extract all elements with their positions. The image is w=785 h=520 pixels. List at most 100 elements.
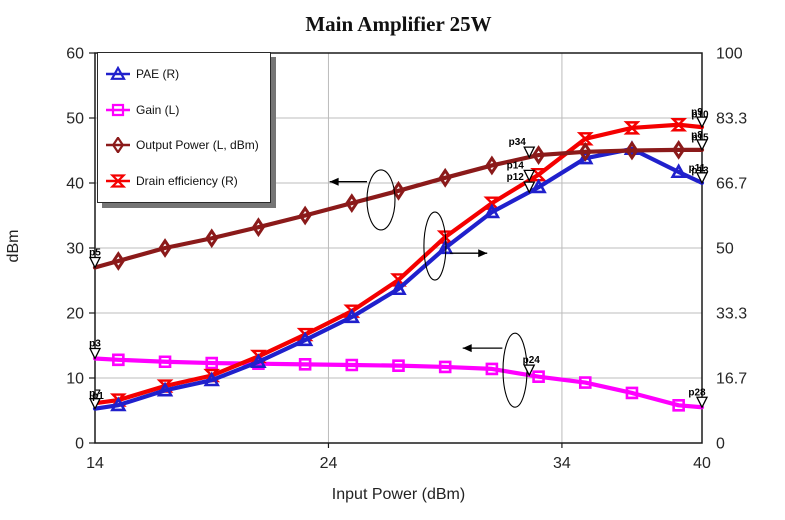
legend-item-drain_eff: Drain efficiency (R) (104, 164, 270, 198)
square-marker (672, 399, 685, 412)
square-marker (578, 376, 592, 389)
point-label-text: p14 (507, 160, 525, 171)
diamond-marker (111, 251, 125, 271)
diamond-marker (345, 193, 359, 214)
y-right-tick-label: 50 (716, 241, 734, 258)
hourglass-marker (576, 132, 594, 146)
point-label-text: p8 (691, 130, 703, 141)
diamond-marker (625, 140, 639, 161)
triangle-marker (577, 149, 594, 165)
y-right-tick-label: 16.7 (716, 370, 747, 387)
annotation-ellipse (423, 211, 447, 281)
square-marker (298, 358, 312, 371)
gain-curve (92, 356, 705, 410)
square-marker (625, 386, 639, 400)
hourglass-marker (390, 273, 407, 287)
square-legend-marker-icon (106, 103, 130, 116)
diamond-marker (672, 139, 686, 160)
triangle-marker (203, 371, 220, 387)
point-label-text: p12 (507, 172, 525, 183)
diamond-marker (485, 155, 499, 176)
triangle-marker (343, 308, 361, 324)
y-left-tick-label: 0 (75, 436, 84, 453)
point-label-p14: p14 (507, 160, 536, 182)
hourglass-marker (670, 118, 688, 132)
diamond-marker (531, 145, 546, 165)
diamond-marker (438, 167, 452, 188)
nabla-marker (523, 169, 536, 182)
legend-item-label: Gain (L) (136, 102, 180, 117)
legend-item-label: Drain efficiency (R) (136, 174, 238, 189)
axis-ticks: 0 10 20 30 40 50 60 0 16.7 33.3 50 66.7 83.3 100 14 24 3… (66, 46, 747, 473)
point-label-text: p1 (92, 391, 104, 402)
y-axis-label: dBm (5, 229, 22, 263)
y-left-tick-label: 30 (66, 241, 84, 258)
x-tick-label: 14 (86, 455, 104, 472)
hourglass-marker (483, 196, 501, 210)
point-label-text: p28 (688, 387, 706, 398)
output_power-curve (92, 147, 705, 270)
point-label-text: p13 (691, 165, 709, 176)
nabla-marker (695, 139, 709, 152)
annotation-arrowhead (329, 177, 339, 186)
nabla-marker (695, 116, 709, 129)
y-right-tick-label: 66.7 (716, 175, 747, 192)
point-label-text: p24 (523, 355, 541, 366)
triangle-marker (156, 381, 174, 397)
point-label-text: p34 (509, 137, 527, 148)
nabla-marker (695, 396, 709, 409)
triangle-marker (250, 353, 267, 368)
diamond-legend-marker-icon (106, 137, 130, 154)
point-label-text: p3 (89, 339, 101, 350)
x-tick-label: 34 (553, 455, 571, 472)
point-label-p28: p28 (688, 387, 709, 409)
x-axis-label: Input Power (dBm) (331, 486, 466, 503)
triangle-marker (483, 203, 501, 219)
point-label-text: p11 (689, 163, 706, 174)
y-right-tick-label: 83.3 (716, 111, 747, 128)
legend-item-output_power: Output Power (L, dBm) (104, 128, 270, 162)
annotation-arrowhead (478, 249, 488, 258)
point-label-text: p5 (89, 248, 101, 259)
square-marker (112, 353, 125, 367)
square-marker (438, 360, 452, 374)
chart-title: Main Amplifier 25W (305, 12, 492, 36)
point-label-text: p7 (89, 389, 101, 400)
nabla-marker (523, 364, 536, 377)
point-label-p3: p3 (88, 339, 102, 360)
triangle-marker (390, 280, 407, 296)
diamond-marker (578, 141, 592, 162)
diamond-marker (205, 228, 219, 249)
nabla-marker (88, 398, 102, 411)
triangle-marker (670, 163, 687, 179)
point-label-p5: p5 (88, 248, 102, 269)
nabla-marker (88, 347, 102, 360)
nabla-marker (695, 172, 709, 185)
triangle-marker (110, 396, 127, 412)
diamond-marker (251, 217, 266, 238)
point-label-p34: p34 (509, 137, 536, 159)
y-left-tick-label: 50 (66, 111, 84, 128)
y-right-tick-label: 33.3 (716, 306, 747, 323)
diamond-marker (158, 238, 172, 258)
square-marker (392, 359, 405, 372)
series-output_power (92, 139, 705, 271)
legend-item-label: Output Power (L, dBm) (136, 138, 259, 153)
x-tick-label: 24 (320, 455, 338, 472)
legend-item-pae: PAE (R) (104, 57, 270, 91)
y-left-tick-label: 40 (66, 176, 84, 193)
diamond-marker (391, 180, 406, 201)
nabla-marker (88, 256, 102, 269)
triangle-marker (296, 331, 314, 347)
annotation-output_power (329, 169, 396, 231)
legend-item-label: PAE (R) (136, 66, 180, 81)
square-marker (205, 356, 219, 370)
square-marker (345, 358, 359, 372)
x-tick-label: 40 (693, 455, 711, 472)
y-left-tick-label: 10 (66, 371, 84, 388)
